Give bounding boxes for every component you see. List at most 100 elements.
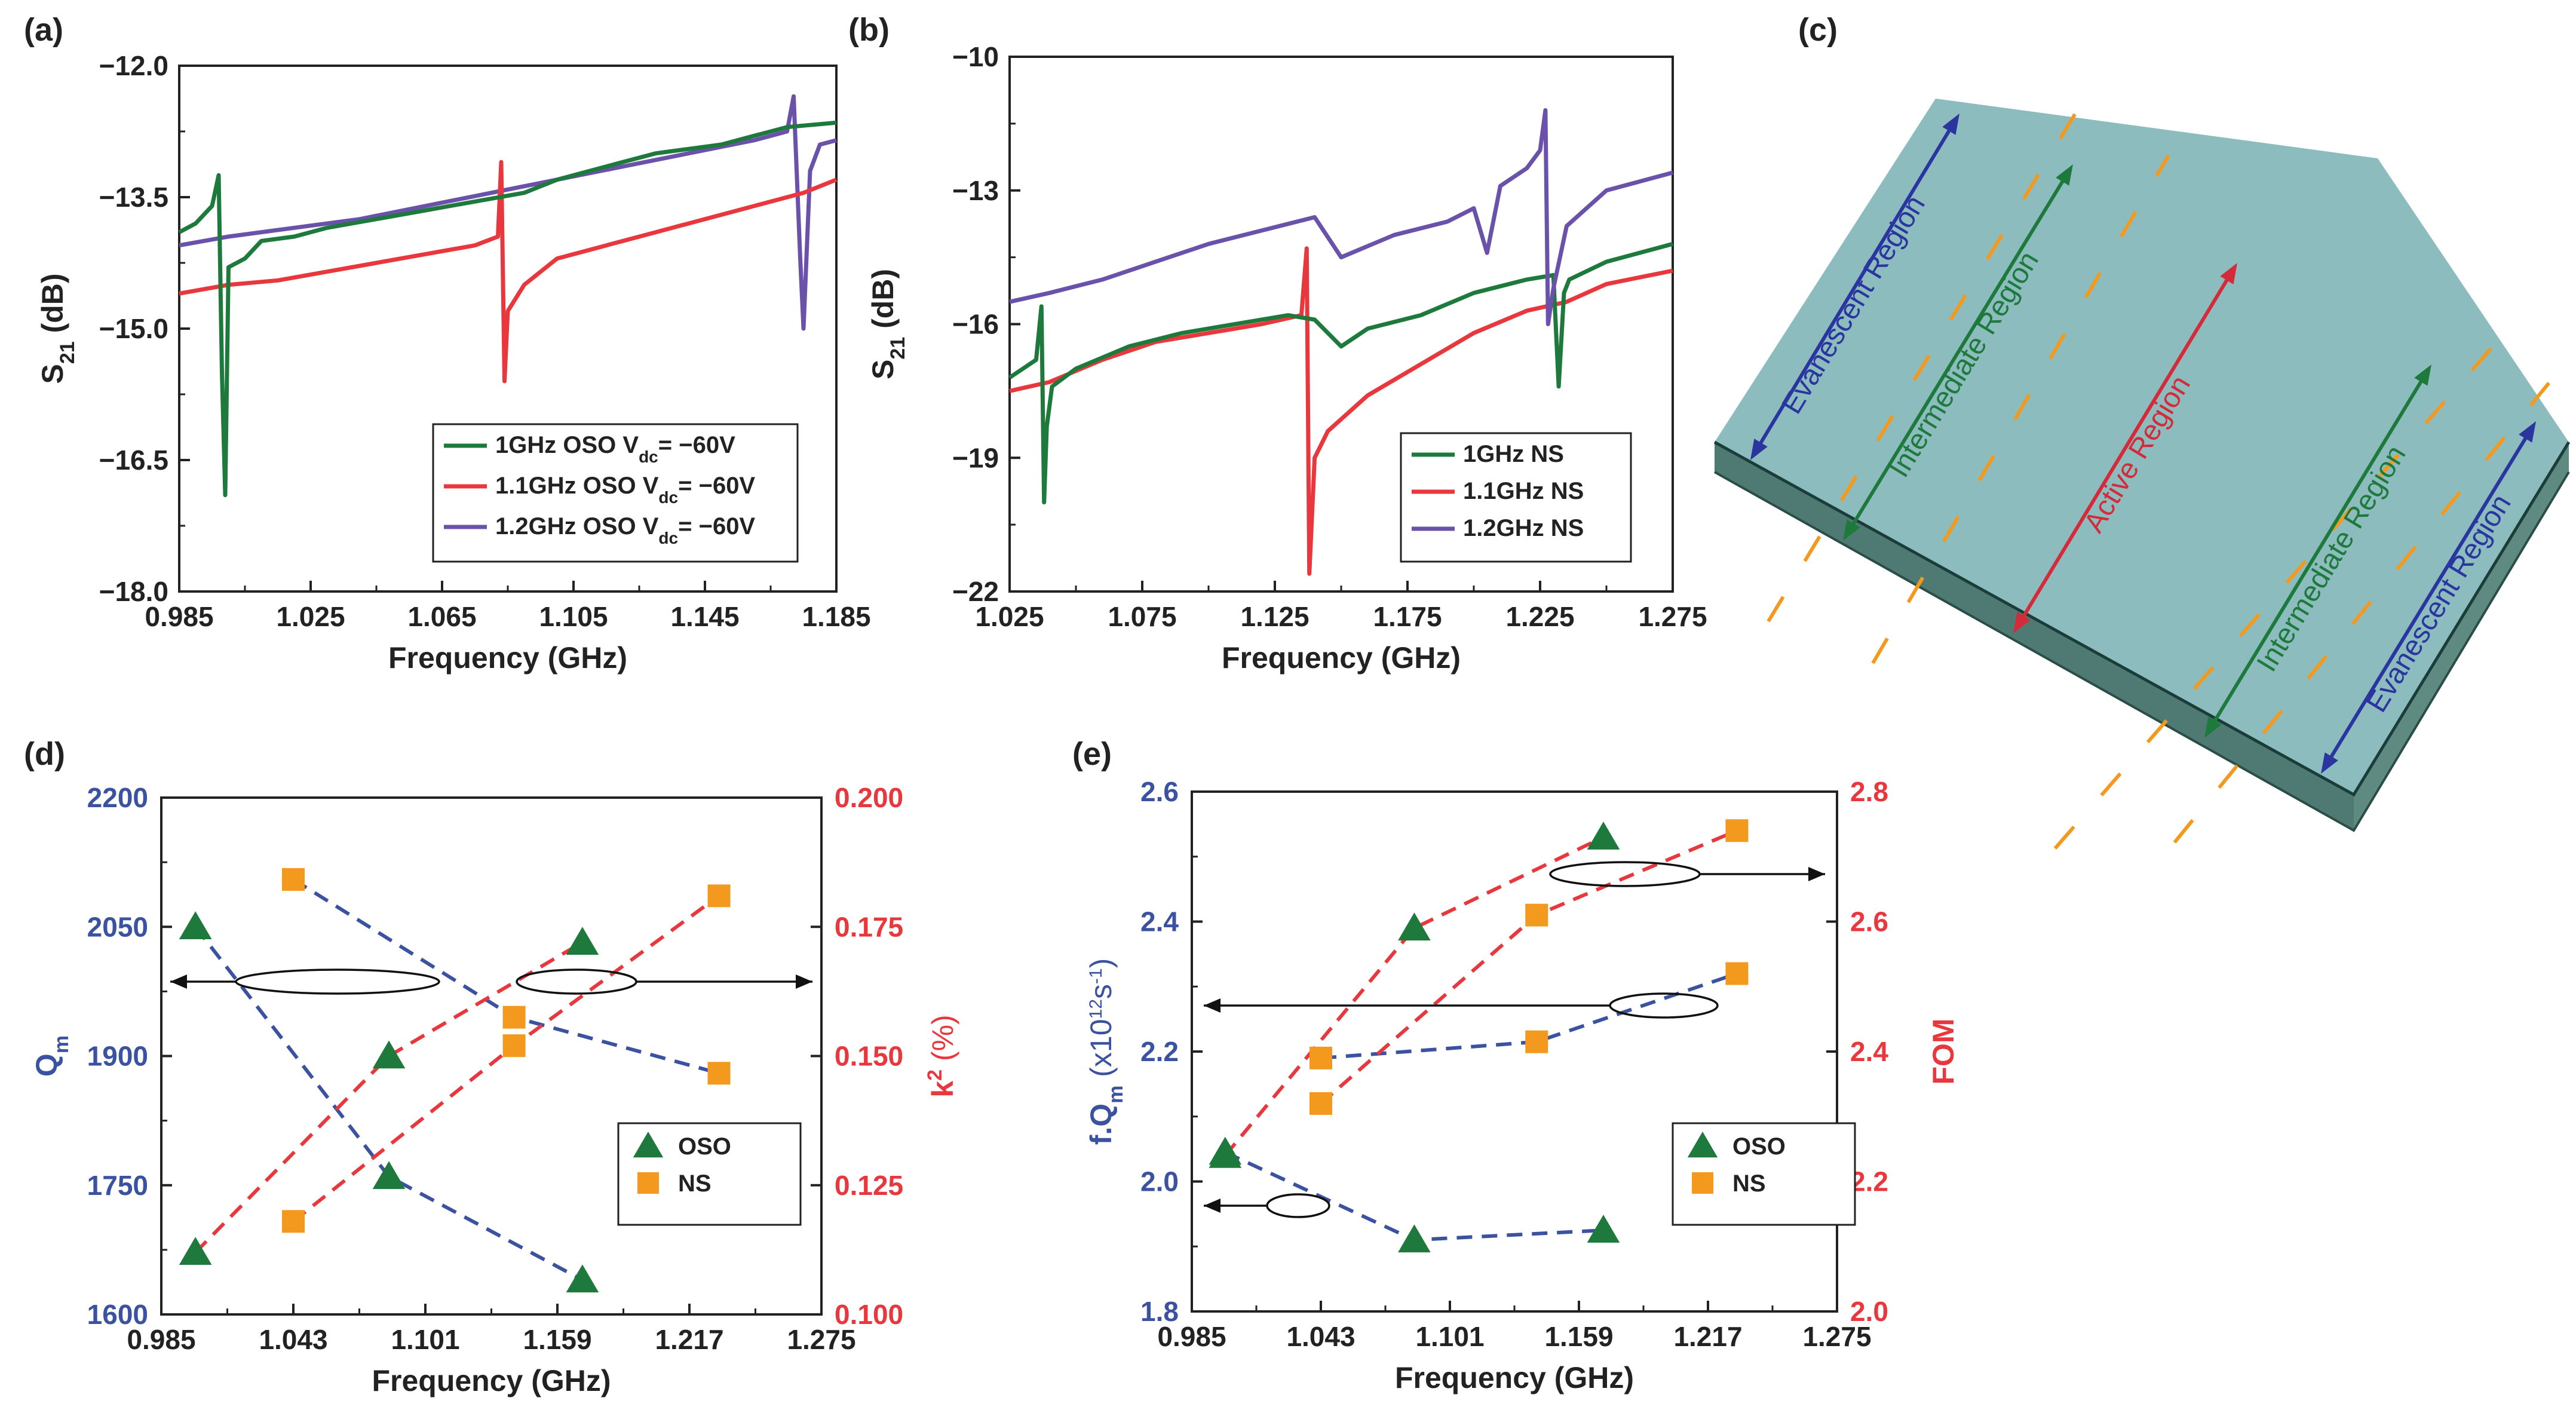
panel-e-point-ns [1725, 819, 1749, 842]
panel-e-point-ns [1525, 903, 1548, 927]
panel-e-ytick-right-label: 2.0 [1850, 1296, 1888, 1327]
panel-e-xtick-label: 1.217 [1673, 1321, 1742, 1352]
region-arrow-5 [2325, 430, 2532, 765]
panel-e-annotation-arrowhead-2 [1204, 998, 1220, 1013]
panel-d-ylabel-right-sup: 2 [924, 1069, 946, 1081]
panel-d-point-ns [502, 1006, 526, 1029]
panel-b-xtick-label: 1.125 [1240, 601, 1309, 632]
panel-d-ytick-left-label: 1750 [87, 1170, 148, 1201]
panel-e-ytick-right-label: 2.6 [1850, 906, 1888, 937]
panel-a-ylabel-tail: (dB) [36, 273, 69, 341]
region-arrowhead-end-1 [1942, 114, 1959, 135]
region-arrowhead-start-1 [1750, 439, 1768, 460]
panel-e-ylabel-left-main: f.Q [1084, 1104, 1118, 1145]
panel-e-ytick-right-label: 2.4 [1850, 1036, 1888, 1067]
panel-d-point-oso [179, 1237, 212, 1265]
panel-e-xaxis-title: Frequency (GHz) [1395, 1361, 1634, 1394]
slab-side-face-front [1715, 442, 2354, 830]
panel-e-label: (e) [1072, 736, 1112, 772]
panel-b-series-line-1 [1008, 241, 1673, 505]
panel-a: (a) 0.985 1.025 1.065 1.105 1.145 1.185 −12.0 −1… [24, 12, 871, 675]
panel-d-annotation-ellipse-1 [235, 968, 440, 995]
panel-a-xtick-label: 1.185 [802, 601, 870, 632]
panel-b-xtick-label: 1.025 [975, 601, 1044, 632]
panel-a-legend-box [432, 423, 799, 563]
panel-d-legend-marker-ns [637, 1172, 659, 1194]
panel-e-annotation-arrowhead-3 [1204, 1199, 1220, 1213]
panel-b-label: (b) [848, 12, 890, 48]
panel-b-legend-label-3: 1.2GHz NS [1463, 515, 1584, 541]
panel-e-xtick-label: 1.101 [1415, 1321, 1484, 1352]
region-boundary-dash-4 [2173, 357, 2571, 844]
panel-a-ytick-label: −16.5 [99, 445, 168, 476]
panel-d-ytick-right-label: 0.175 [835, 911, 903, 942]
region-arrowhead-end-2 [2056, 164, 2073, 186]
panel-b-ytick-label: −13 [952, 175, 999, 206]
panel-d-ytick-right-label: 0.125 [835, 1170, 903, 1201]
region-arrowhead-start-4 [2204, 716, 2222, 738]
panel-d-point-ns [707, 884, 731, 908]
region-arrow-4 [2209, 373, 2427, 729]
panel-b-ylabel-tail: (dB) [866, 269, 900, 337]
panel-a-legend-label-3-tail: = −60V [678, 513, 755, 540]
panel-a-ytick-label: −15.0 [99, 313, 168, 344]
panel-e-ylabel-left-close: ) [1084, 958, 1118, 968]
panel-b-ylabel-sub: 21 [887, 337, 909, 360]
panel-e-point-oso [1209, 1140, 1242, 1168]
panel-d-trend-line-1 [194, 925, 584, 1282]
panel-e-ytick-left-label: 2.2 [1140, 1036, 1179, 1067]
panel-d-xtick-label: 1.159 [523, 1324, 591, 1355]
panel-b-legend-label-2: 1.1GHz NS [1463, 478, 1584, 504]
panel-e-xtick-label: 1.275 [1802, 1321, 1871, 1352]
panel-a-ytick-label: −13.5 [99, 182, 168, 213]
region-arrowhead-start-5 [2321, 752, 2338, 774]
panel-e-trend-line-3 [1223, 835, 1605, 1157]
panel-d-ytick-left-label: 1600 [87, 1299, 148, 1330]
panel-a-legend-label-1-tail: = −60V [658, 432, 735, 458]
panel-a-legend-label-3-sub: dc [658, 529, 678, 547]
panel-e-legend-marker-ns [1692, 1172, 1713, 1194]
panel-d-point-ns [282, 1210, 305, 1233]
panel-e-ytick-left-label: 2.4 [1140, 906, 1179, 937]
panel-b-ytick-label: −22 [952, 576, 999, 607]
panel-b-ylabel-s: S [866, 360, 900, 379]
region-arrow-3 [2017, 272, 2233, 624]
panel-e-ylabel-left-unit: (x10 [1084, 1019, 1118, 1085]
panel-a-xtick-label: 1.065 [407, 601, 476, 632]
panel-d-ytick-left-label: 1900 [87, 1041, 148, 1072]
panel-b-ytick-label: −10 [952, 41, 999, 72]
panel-e-point-oso [1587, 822, 1620, 850]
panel-a-xtick-label: 1.105 [539, 601, 608, 632]
panel-e-yaxis-left-title: f.Qm (x1012s-1) [1084, 958, 1127, 1145]
panel-e-annotation-ellipse-2 [1609, 992, 1719, 1019]
panel-e-trend-line-2 [1320, 971, 1738, 1060]
panel-b-ytick-label: −19 [952, 442, 999, 473]
panel-d-plot-frame [160, 796, 823, 1316]
panel-b-series-line-2 [1009, 246, 1673, 576]
panel-d-point-ns [707, 1062, 731, 1085]
panel-d-point-oso [372, 1040, 406, 1069]
panel-b-series-line-3 [1009, 108, 1673, 326]
panel-e-ytick-left-label: 2.6 [1140, 776, 1179, 807]
panel-e: (e) 0.985 1.043 1.101 1.159 1.217 1.275 1.8 2.0 2… [1072, 736, 1960, 1394]
panel-e-legend-label-1: OSO [1732, 1133, 1786, 1160]
panel-a-legend-label-2-tail: = −60V [678, 473, 755, 499]
panel-a-legend-label-1-sub: dc [639, 448, 658, 466]
panel-a-legend-label-2-sub: dc [658, 488, 678, 507]
panel-e-point-ns [1310, 1046, 1332, 1069]
panel-d-xtick-label: 1.217 [655, 1324, 723, 1355]
panel-e-yaxis-right-title: FOM [1927, 1018, 1960, 1084]
panel-d-yaxis-left-title: Qm [30, 1035, 73, 1077]
panel-a-ytick-label: −12.0 [99, 50, 168, 81]
panel-e-ylabel-left-exp2: -1 [1086, 968, 1106, 984]
panel-e-annotation-ellipse-1 [1549, 861, 1701, 887]
panel-e-point-ns [1725, 962, 1749, 985]
slab-side-face-right [2354, 442, 2569, 830]
panel-b-ytick-label: −16 [952, 309, 999, 340]
panel-d-ylabel-left-sub: m [50, 1035, 73, 1053]
panel-e-ylabel-left-exp: 12 [1086, 999, 1106, 1019]
panel-b-legend-label-1: 1GHz NS [1463, 441, 1564, 467]
panel-e-xtick-label: 1.159 [1544, 1321, 1613, 1352]
panel-e-annotation-arrowhead-1 [1808, 867, 1825, 881]
